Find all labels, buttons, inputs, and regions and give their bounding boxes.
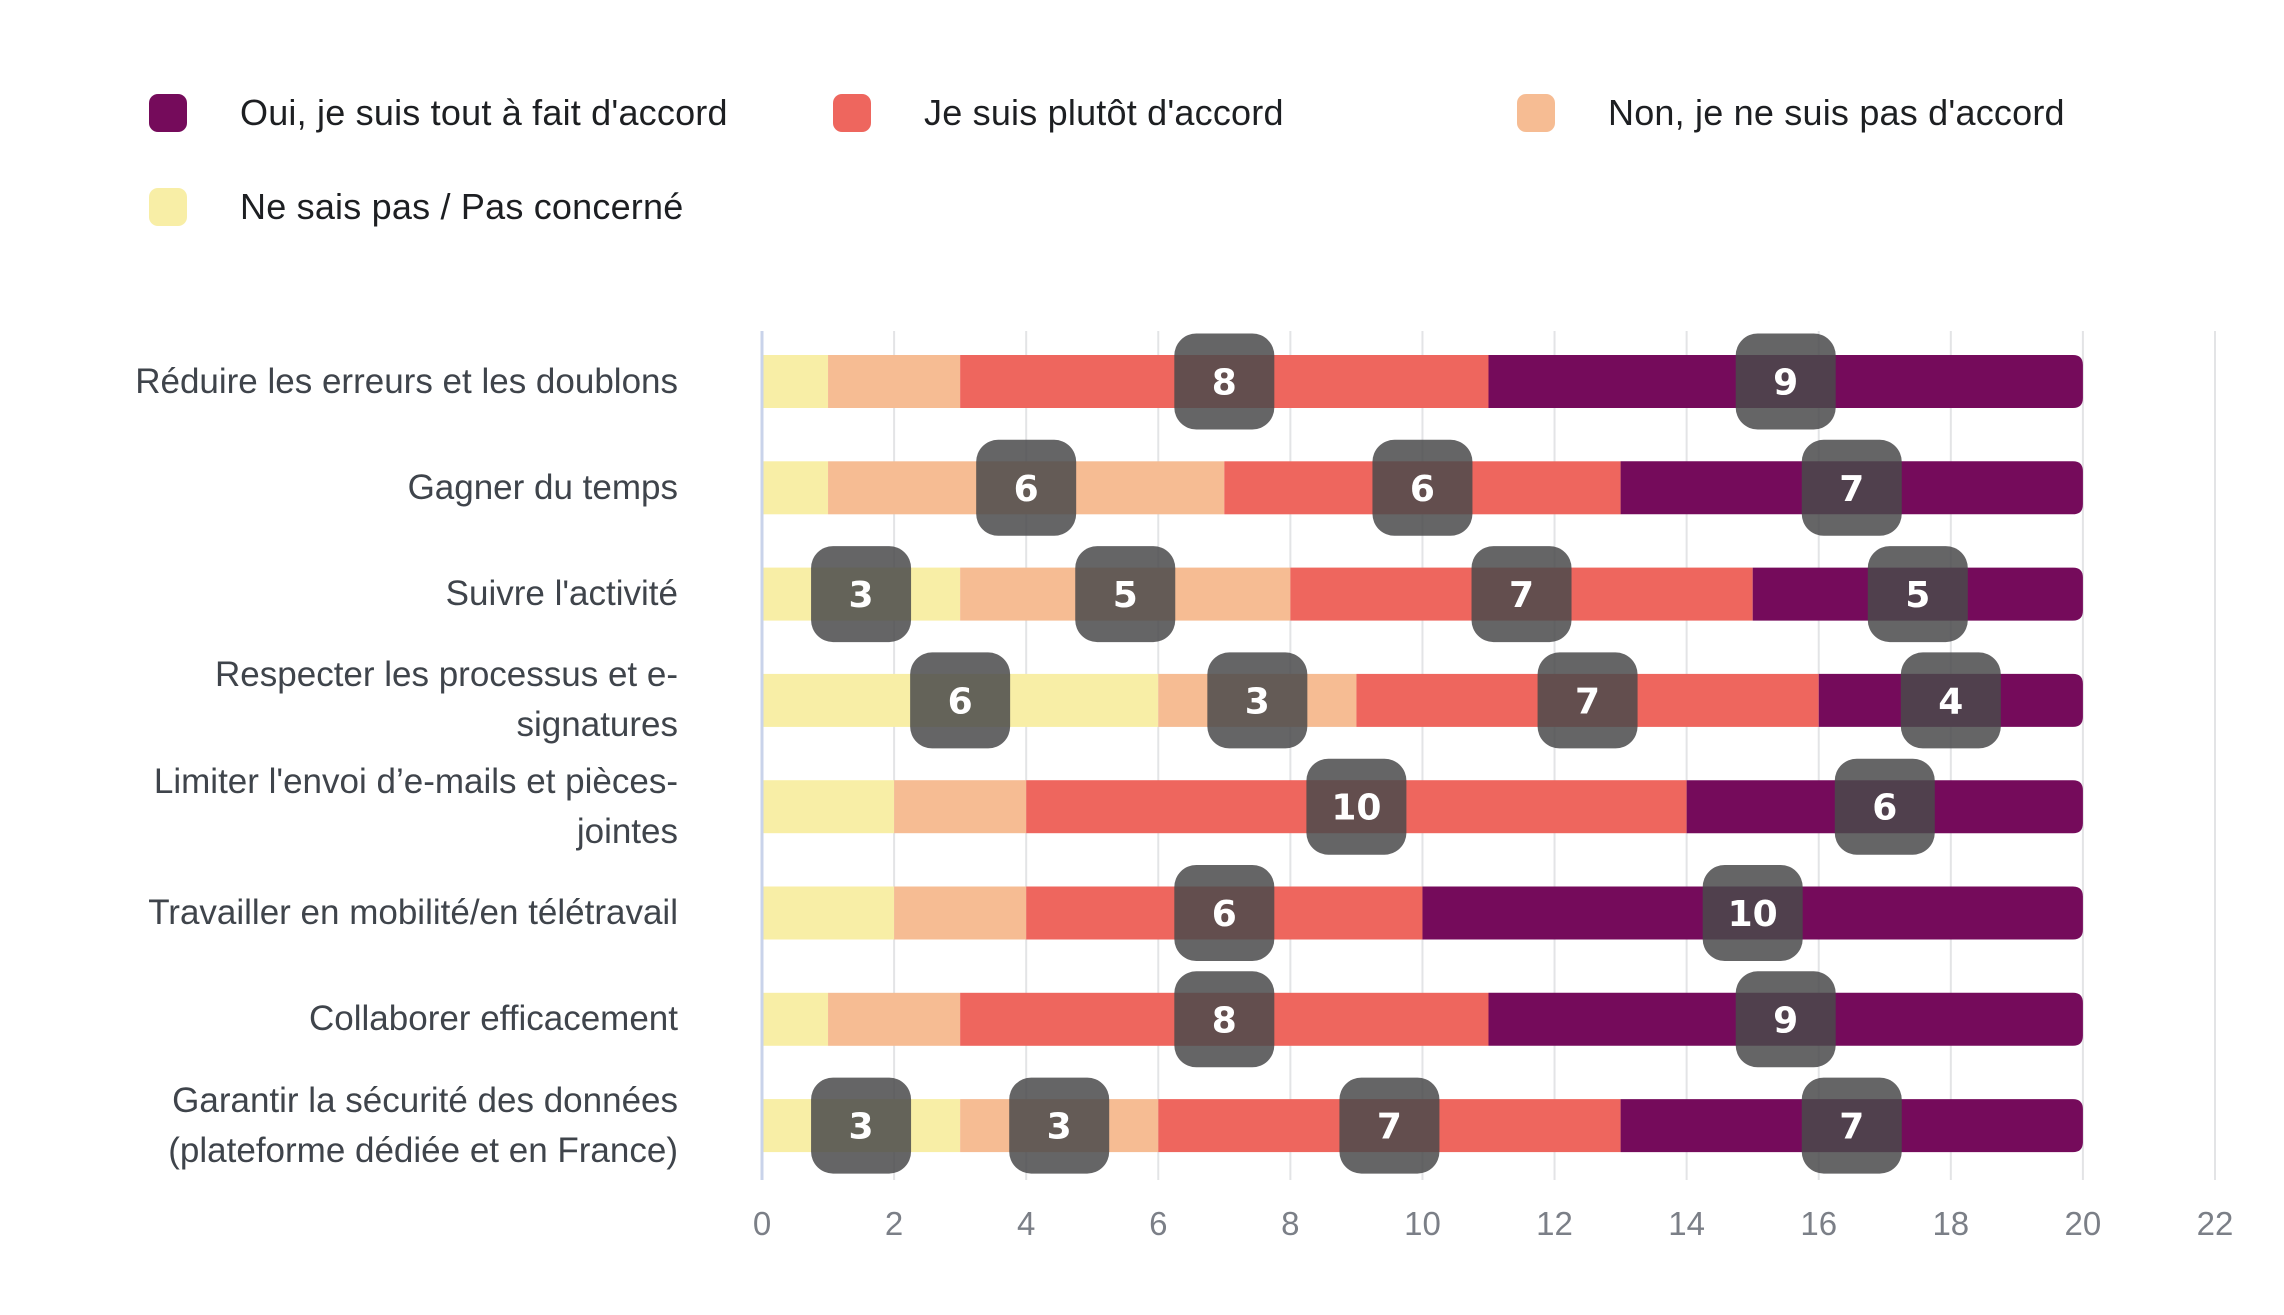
category-label: Réduire les erreurs et les doublons bbox=[135, 361, 678, 401]
data-label: 4 bbox=[1938, 681, 1963, 722]
data-label-badge bbox=[1174, 865, 1275, 961]
x-tick-label: 14 bbox=[1668, 1205, 1705, 1242]
data-label: 3 bbox=[1047, 1107, 1072, 1148]
data-label: 7 bbox=[1839, 469, 1864, 510]
x-tick-label: 20 bbox=[2065, 1205, 2102, 1242]
x-tick-label: 2 bbox=[885, 1205, 903, 1242]
bar-segment bbox=[762, 780, 895, 834]
data-label: 3 bbox=[849, 1107, 874, 1148]
bar-segment bbox=[828, 992, 961, 1046]
x-tick-label: 6 bbox=[1149, 1205, 1167, 1242]
data-label-badge bbox=[1471, 546, 1572, 643]
data-label-badge bbox=[1372, 439, 1473, 536]
data-label: 9 bbox=[1773, 363, 1798, 404]
data-label-badge bbox=[1702, 865, 1803, 961]
data-label: 8 bbox=[1212, 1000, 1237, 1041]
bar-segment bbox=[894, 886, 1027, 940]
data-label-badge bbox=[1735, 971, 1836, 1068]
category-axis-labels: Réduire les erreurs et les doublons Gagn… bbox=[0, 0, 690, 1315]
x-tick-label: 8 bbox=[1281, 1205, 1299, 1242]
data-label-badge bbox=[1009, 1077, 1110, 1174]
x-tick-label: 18 bbox=[1932, 1205, 1969, 1242]
data-label: 10 bbox=[1728, 894, 1778, 935]
data-label-badge bbox=[1075, 546, 1176, 643]
data-label-badge bbox=[1834, 758, 1935, 855]
data-label: 6 bbox=[948, 681, 973, 722]
legend-swatch-icon bbox=[149, 94, 187, 132]
legend-swatch-icon bbox=[1517, 94, 1555, 132]
data-label: 7 bbox=[1839, 1107, 1864, 1148]
category-label: Garantir la sécurité des données (platef… bbox=[168, 1080, 678, 1170]
data-label: 5 bbox=[1113, 575, 1138, 616]
legend-item-ne-sais-pas[interactable]: Ne sais pas / Pas concerné bbox=[149, 186, 684, 227]
category-label: Collaborer efficacement bbox=[309, 999, 678, 1039]
legend-swatch-icon bbox=[149, 188, 187, 226]
gridlines bbox=[893, 331, 2216, 1180]
legend-label: Non, je ne suis pas d'accord bbox=[1608, 92, 2065, 133]
data-label: 6 bbox=[1410, 469, 1435, 510]
x-tick-label: 12 bbox=[1536, 1205, 1573, 1242]
x-tick-label: 4 bbox=[1017, 1205, 1035, 1242]
data-label-badge bbox=[1801, 1077, 1902, 1174]
data-label-badge bbox=[1174, 971, 1275, 1068]
legend-item-tout-a-fait-d-accord[interactable]: Oui, je suis tout à fait d'accord bbox=[149, 92, 728, 133]
data-label: 7 bbox=[1509, 575, 1534, 616]
legend-label: Je suis plutôt d'accord bbox=[924, 92, 1284, 133]
x-tick-label: 0 bbox=[753, 1205, 771, 1242]
data-label: 10 bbox=[1331, 788, 1381, 829]
data-label-badge bbox=[1735, 333, 1836, 430]
category-label: Gagner du temps bbox=[407, 467, 678, 507]
data-label: 6 bbox=[1212, 894, 1237, 935]
data-label: 6 bbox=[1014, 469, 1039, 510]
legend-label: Oui, je suis tout à fait d'accord bbox=[240, 92, 728, 133]
chart-legend: Oui, je suis tout à fait d'accord Je sui… bbox=[0, 0, 2284, 260]
data-label-badge bbox=[1207, 652, 1308, 749]
data-label: 8 bbox=[1212, 363, 1237, 404]
data-label-badge bbox=[1174, 333, 1275, 430]
data-label-badge bbox=[811, 546, 912, 643]
data-label-badge bbox=[1339, 1077, 1440, 1174]
data-label: 9 bbox=[1773, 1000, 1798, 1041]
legend-item-plutot-d-accord[interactable]: Je suis plutôt d'accord bbox=[833, 92, 1284, 133]
data-label-badge bbox=[976, 439, 1077, 536]
data-label-badge bbox=[1867, 546, 1968, 643]
bar-segment bbox=[762, 992, 829, 1046]
data-labels: 8 9 6 6 7 3 5 7 5 6 3 7 4 10 6 6 10 8 9 3 3 7 7 bbox=[811, 333, 2001, 1174]
bar-segment bbox=[762, 461, 829, 515]
x-axis: 0 2 4 6 8 10 12 14 16 18 20 22 bbox=[753, 331, 2234, 1242]
data-label: 7 bbox=[1377, 1107, 1402, 1148]
legend-label: Ne sais pas / Pas concerné bbox=[240, 186, 684, 227]
legend-swatch-icon bbox=[833, 94, 871, 132]
data-label: 7 bbox=[1575, 681, 1600, 722]
x-tick-label: 10 bbox=[1404, 1205, 1441, 1242]
data-label-badge bbox=[1306, 758, 1407, 855]
x-tick-label: 16 bbox=[1800, 1205, 1837, 1242]
data-label-badge bbox=[1900, 652, 2001, 749]
category-label: Suivre l'activité bbox=[445, 574, 678, 614]
bar-segment bbox=[762, 886, 895, 940]
data-label-badge bbox=[811, 1077, 912, 1174]
data-label: 3 bbox=[1245, 681, 1270, 722]
category-label: Limiter l'envoi d’e-mails et pièces- joi… bbox=[153, 761, 678, 851]
bar-segment bbox=[762, 355, 829, 408]
x-tick-label: 22 bbox=[2197, 1205, 2234, 1242]
bar-segment bbox=[894, 780, 1027, 834]
category-label: Respecter les processus et e- signatures bbox=[215, 655, 678, 745]
data-label: 3 bbox=[849, 575, 874, 616]
bar-segment bbox=[828, 355, 961, 408]
data-label-badge bbox=[1801, 439, 1902, 536]
legend-item-pas-d-accord[interactable]: Non, je ne suis pas d'accord bbox=[1517, 92, 2065, 133]
data-label-badge bbox=[1537, 652, 1638, 749]
data-label: 6 bbox=[1872, 788, 1897, 829]
category-label: Travailler en mobilité/en télétravail bbox=[148, 893, 678, 932]
data-label-badge bbox=[910, 652, 1011, 749]
data-label: 5 bbox=[1905, 575, 1930, 616]
